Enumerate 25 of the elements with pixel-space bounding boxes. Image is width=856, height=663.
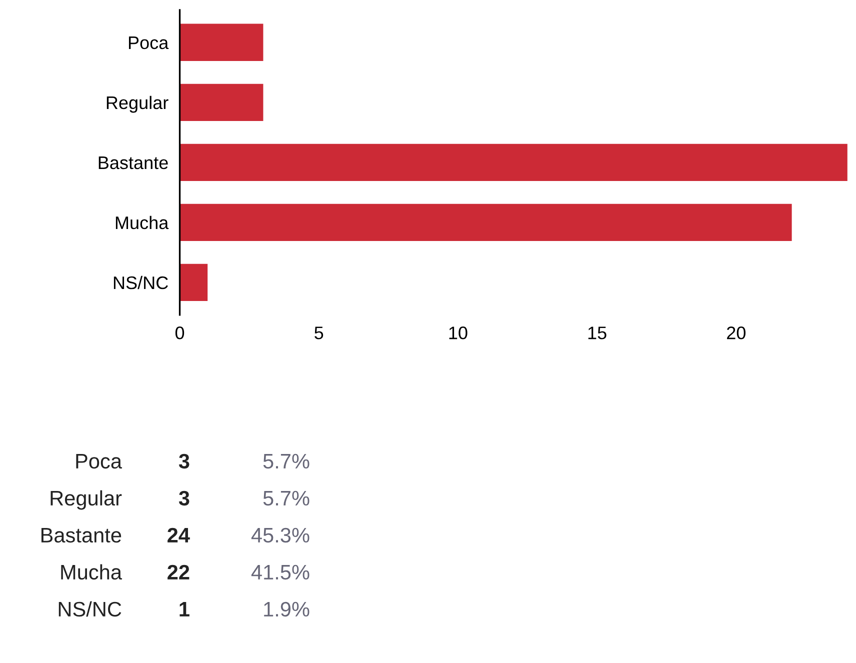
x-tick-label: 0 [175, 326, 184, 340]
text: 1 [180, 602, 190, 616]
y-tick-label: NS/NC [114, 276, 168, 290]
y-tick-label: Bastante [98, 156, 168, 170]
text: 3 [178, 454, 190, 469]
category-label: Poca [76, 454, 122, 469]
text: 1.9% [264, 602, 310, 617]
text: 24 [168, 528, 190, 542]
y-tick-label: Mucha [116, 216, 169, 230]
category-label: Bastante [41, 528, 122, 543]
y-tick-label: Poca [128, 36, 169, 50]
x-tick-label: 10 [449, 326, 468, 340]
category-label: Mucha [61, 564, 122, 580]
x-tick-label: 5 [314, 326, 324, 340]
text: 41.5% [251, 564, 310, 580]
category-label: Regular [50, 490, 122, 510]
text: 5.7% [263, 490, 310, 506]
text: 45.3% [251, 528, 310, 543]
text: 3 [178, 490, 190, 506]
text: 5.7% [263, 454, 310, 469]
x-tick-label: 20 [727, 326, 746, 340]
y-tick-label: Regular [106, 96, 168, 113]
x-tick-label: 15 [588, 326, 606, 340]
text: 22 [168, 564, 190, 580]
category-label: NS/NC [58, 601, 122, 617]
